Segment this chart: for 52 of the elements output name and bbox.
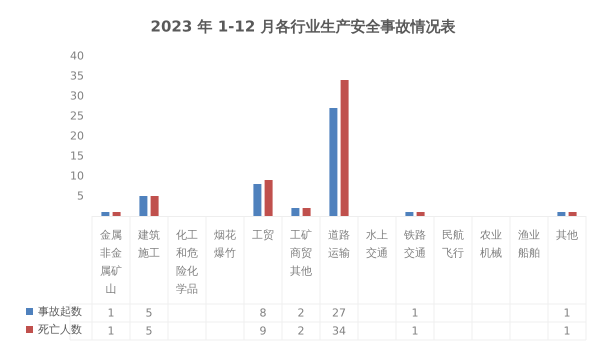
data-label: 9 xyxy=(260,324,266,338)
x-tick-label: 水上交通 xyxy=(366,228,388,260)
x-tick-label: 金属非金属矿山 xyxy=(100,228,122,296)
bar xyxy=(264,180,273,216)
x-tick-label: 工矿商贸其他 xyxy=(290,228,312,278)
x-tick-label: 工贸 xyxy=(252,228,274,242)
bar xyxy=(568,212,577,216)
bar xyxy=(340,80,349,216)
data-label: 1 xyxy=(412,306,418,320)
data-label: 1 xyxy=(108,306,114,320)
bar xyxy=(112,212,121,216)
data-label: 5 xyxy=(146,306,152,320)
data-label: 8 xyxy=(260,306,266,320)
bar xyxy=(302,208,311,216)
bar xyxy=(329,108,338,216)
legend-label: 事故起数 xyxy=(38,305,82,318)
bar xyxy=(253,184,262,216)
x-tick-label: 农业机械 xyxy=(480,228,502,260)
y-tick-label: 25 xyxy=(70,110,84,122)
x-tick-label: 道路运输 xyxy=(328,228,350,260)
chart-title: 2023 年 1-12 月各行业生产安全事故情况表 xyxy=(150,18,456,36)
bar xyxy=(557,212,566,216)
data-label: 1 xyxy=(412,324,418,338)
y-tick-label: 40 xyxy=(70,50,84,62)
x-tick-label: 化工和危险化学品 xyxy=(176,228,198,296)
x-tick-label: 烟花爆竹 xyxy=(214,228,236,260)
x-tick-label: 其他 xyxy=(556,228,578,242)
y-tick-label: 20 xyxy=(70,130,84,142)
y-tick-label: 10 xyxy=(70,170,84,182)
data-label: 2 xyxy=(298,324,304,338)
bar xyxy=(139,196,148,216)
y-tick-label: 35 xyxy=(70,70,84,82)
data-label: 1 xyxy=(564,306,570,320)
x-tick-label: 建筑施工 xyxy=(137,228,160,260)
x-tick-label: 渔业船舶 xyxy=(518,228,540,260)
data-label: 1 xyxy=(564,324,570,338)
data-label: 5 xyxy=(146,324,152,338)
y-tick-label: 5 xyxy=(77,190,84,202)
y-tick-label: 30 xyxy=(70,90,84,102)
bar xyxy=(150,196,159,216)
data-label: 27 xyxy=(332,306,346,320)
data-label: 34 xyxy=(332,324,346,338)
data-label: 2 xyxy=(298,306,304,320)
bar xyxy=(101,212,110,216)
bar xyxy=(416,212,425,216)
bar xyxy=(405,212,414,216)
legend-label: 死亡人数 xyxy=(38,323,82,336)
x-tick-label: 民航飞行 xyxy=(442,228,464,260)
bar xyxy=(291,208,300,216)
x-tick-label: 铁路交通 xyxy=(403,228,426,260)
data-label: 1 xyxy=(108,324,114,338)
y-tick-label: 15 xyxy=(70,150,84,162)
